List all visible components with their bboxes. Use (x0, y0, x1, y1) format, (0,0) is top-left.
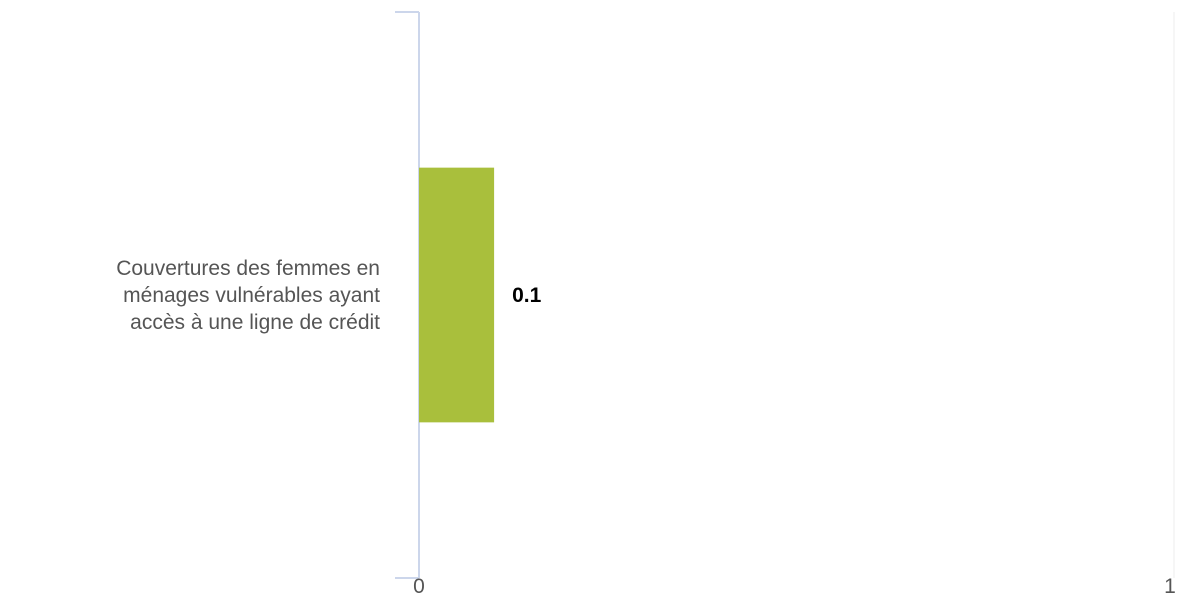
category-labels: Couvertures des femmes en ménages vulnéra… (116, 257, 380, 334)
category-label-line: Couvertures des femmes en (116, 257, 380, 280)
bar (419, 167, 495, 423)
x-tick-label: 1 (1164, 575, 1176, 596)
x-tick-label: 0 (413, 575, 425, 596)
category-label-line: accès à une ligne de crédit (130, 311, 380, 334)
data-labels: 0.1 (512, 284, 542, 307)
data-label: 0.1 (512, 284, 542, 307)
bars (419, 167, 495, 423)
category-label-line: ménages vulnérables ayant (123, 284, 380, 307)
